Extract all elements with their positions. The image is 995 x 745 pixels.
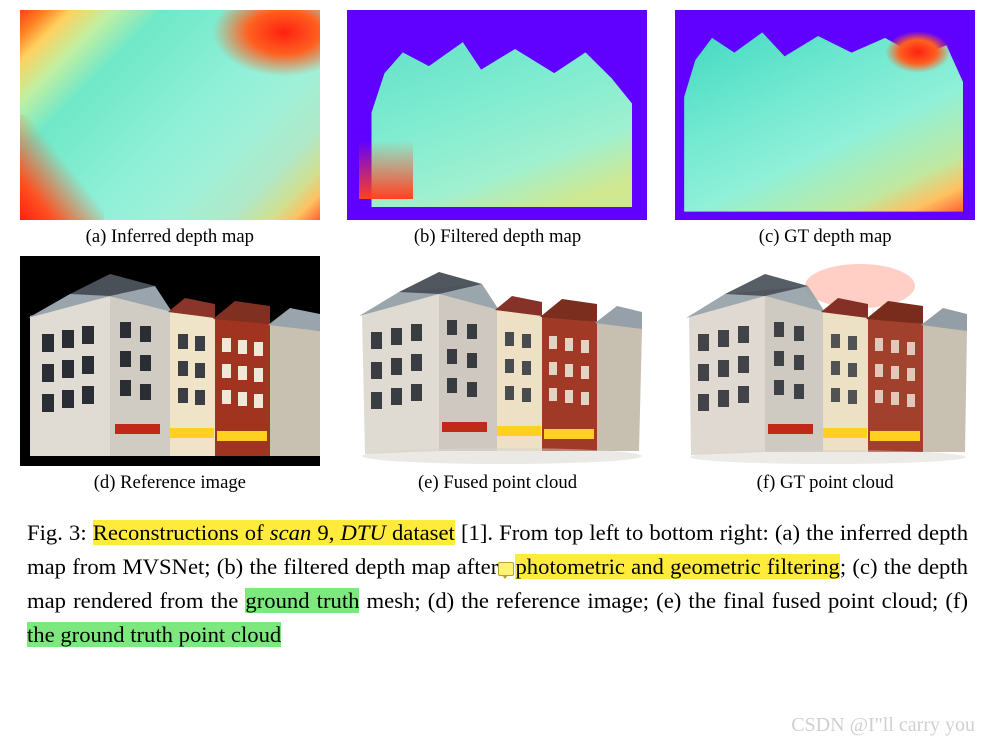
panel-e-pointcloud [347, 256, 647, 466]
panel-d-reference-image [20, 256, 320, 466]
watermark-text: CSDN @I"ll carry you [791, 714, 975, 737]
panel-c: (c) GT depth map [670, 10, 980, 248]
caption-text-3: mesh; (d) the reference image; (e) the f… [359, 588, 968, 613]
panel-f-label: (f) GT point cloud [757, 472, 894, 494]
panel-a-depthmap [20, 10, 320, 220]
figure-grid: (a) Inferred depth map (b) Filtered dept… [15, 10, 980, 494]
comment-annotation-icon[interactable] [498, 562, 514, 576]
panel-e-label: (e) Fused point cloud [418, 472, 577, 494]
building-render-f [675, 256, 975, 466]
caption-hl-filtering: photometric and geometric filtering [515, 554, 839, 579]
panel-d: (d) Reference image [15, 256, 325, 494]
panel-d-label: (d) Reference image [94, 472, 246, 494]
panel-a: (a) Inferred depth map [15, 10, 325, 248]
panel-a-label: (a) Inferred depth map [86, 226, 254, 248]
caption-figref: Fig. 3: [27, 520, 93, 545]
panel-b: (b) Filtered depth map [343, 10, 653, 248]
panel-f-pointcloud [675, 256, 975, 466]
panel-f: (f) GT point cloud [670, 256, 980, 494]
figure-caption: Fig. 3: Reconstructions of scan 9, DTU d… [15, 516, 980, 652]
caption-hl-title: Reconstructions of scan 9, DTU dataset [93, 520, 455, 545]
panel-b-depthmap [347, 10, 647, 220]
panel-c-label: (c) GT depth map [759, 226, 892, 248]
building-render-e [347, 256, 647, 466]
caption-hl-gt1: ground truth [245, 588, 359, 613]
panel-e: (e) Fused point cloud [343, 256, 653, 494]
caption-hl-gt2: the ground truth point cloud [27, 622, 281, 647]
building-render-d [20, 256, 320, 466]
panel-b-label: (b) Filtered depth map [414, 226, 581, 248]
panel-c-depthmap [675, 10, 975, 220]
